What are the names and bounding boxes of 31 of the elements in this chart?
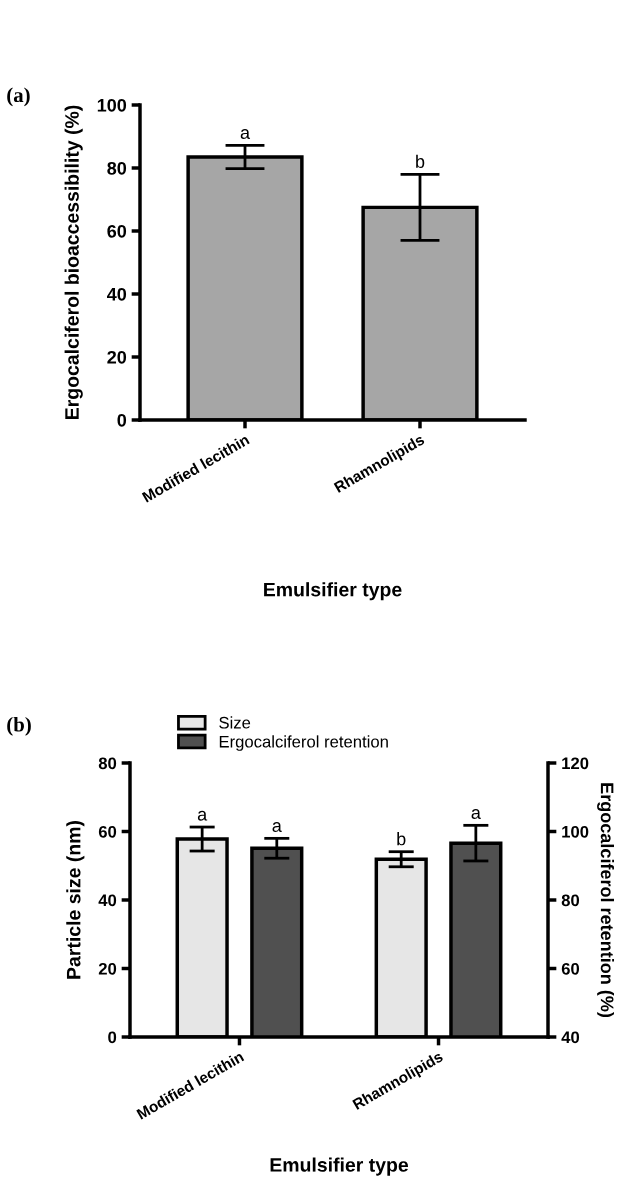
y2-tick-label: 40 [561, 1031, 580, 1044]
x-axis-title: Emulsifier type [270, 1157, 409, 1176]
y-tick-label: 60 [98, 825, 117, 838]
legend-label: Size [219, 716, 251, 729]
y-tick-label: 80 [107, 161, 127, 175]
y2-tick-label: 80 [561, 894, 580, 907]
data-label: a [240, 129, 251, 139]
x-axis-title: Emulsifier type [264, 582, 402, 601]
y-tick-label: 60 [107, 224, 127, 238]
data-label: a [197, 810, 208, 821]
data-label: a [272, 822, 282, 832]
y2-tick-label: 60 [561, 962, 580, 975]
y-tick-label: 40 [98, 894, 117, 907]
data-label: a [471, 809, 481, 819]
y-axis-title: Particle size (nm) [66, 821, 85, 979]
y-tick-label: 80 [98, 757, 117, 770]
y-tick-label: 0 [117, 413, 127, 427]
chart-title: (b) [7, 716, 31, 736]
y-tick-label: 0 [108, 1031, 117, 1044]
y-axis-title: Ergocalciferol bioaccessibility (%) [64, 105, 83, 419]
y-tick-label: 20 [98, 962, 117, 975]
data-label: b [397, 832, 406, 846]
y-tick-label: 40 [107, 287, 127, 301]
y2-axis-title: Ergocalciferol retention (%) [597, 783, 614, 1017]
y-tick-label: 100 [97, 98, 127, 112]
chart-title: (a) [7, 87, 30, 107]
y-tick-label: 20 [107, 350, 127, 364]
y2-tick-label: 120 [562, 757, 589, 770]
legend-label: Ergocalciferol retention [219, 735, 388, 751]
y2-tick-label: 100 [562, 825, 589, 838]
data-label: b [416, 154, 425, 168]
